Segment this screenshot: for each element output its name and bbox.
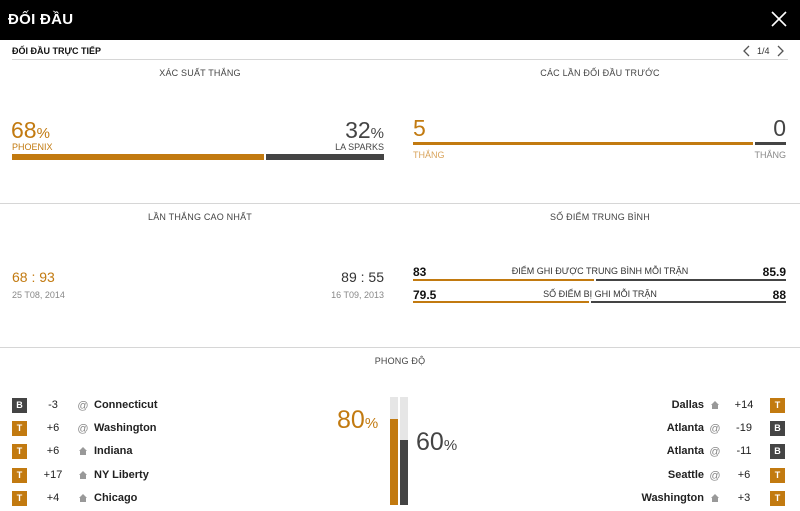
home-previous-wins: 5 (413, 115, 426, 141)
close-icon[interactable] (768, 8, 790, 30)
away-wins-label: THẮNG (754, 150, 787, 160)
opponent-name: NY Liberty (94, 469, 149, 481)
home-avg-scored: 83 (413, 265, 427, 279)
away-form-away-at-icon: @ (709, 446, 721, 458)
divider (12, 59, 788, 60)
away-form-bar (400, 440, 408, 505)
modal-title: ĐỐI ĐẦU (8, 11, 74, 28)
score-diff: +14 (734, 399, 754, 411)
result-badge: T (12, 491, 27, 506)
away-win-bar (266, 154, 384, 160)
home-avg-conceded-bar (413, 301, 589, 303)
home-form-home-icon (77, 470, 89, 482)
home-form-home-icon (77, 446, 89, 458)
divider (0, 203, 800, 204)
home-form-away-at-icon: @ (77, 423, 89, 435)
result-badge: B (770, 421, 785, 436)
avg-scored-label: ĐIỂM GHI ĐƯỢC TRUNG BÌNH MỖI TRẬN (511, 266, 689, 276)
opponent-name: Atlanta (666, 422, 704, 434)
divider (0, 347, 800, 348)
result-badge: T (12, 468, 27, 483)
opponent-name: Dallas (671, 399, 704, 411)
score-diff: +6 (737, 469, 751, 481)
result-badge: T (12, 444, 27, 459)
away-avg-scored-bar (596, 279, 786, 281)
score-diff: +17 (43, 469, 63, 481)
result-badge: T (770, 398, 785, 413)
score-diff: -11 (736, 445, 752, 457)
result-badge: B (12, 398, 27, 413)
away-avg-conceded-bar (591, 301, 786, 303)
result-badge: T (12, 421, 27, 436)
away-form-home-icon (709, 493, 721, 505)
away-avg-conceded: 88 (772, 288, 786, 302)
result-badge: T (770, 491, 785, 506)
home-win-pct: 68% (11, 117, 50, 143)
away-form-away-at-icon: @ (709, 423, 721, 435)
away-team-label: LA SPARKS (335, 142, 384, 152)
biggest-win-title: LẦN THẮNG CAO NHẤT (148, 212, 252, 222)
away-win-pct: 32% (345, 117, 384, 143)
home-previous-bar (413, 142, 753, 145)
opponent-name: Connecticut (94, 399, 158, 411)
form-title: PHONG ĐỘ (374, 356, 426, 366)
away-form-away-at-icon: @ (709, 470, 721, 482)
score-diff: +6 (46, 445, 60, 457)
home-form-bar (390, 419, 398, 505)
away-avg-scored: 85.9 (762, 265, 786, 279)
home-avg-conceded: 79.5 (413, 288, 437, 302)
home-avg-scored-bar (413, 279, 594, 281)
previous-meetings-title: CÁC LẦN ĐỐI ĐẦU TRƯỚC (540, 68, 660, 78)
win-probability-title: XÁC SUẤT THẮNG (159, 68, 241, 78)
home-team-label: PHOENIX (12, 142, 53, 152)
opponent-name: Washington (94, 422, 157, 434)
score-diff: +6 (46, 422, 60, 434)
away-previous-wins: 0 (773, 115, 786, 141)
chevron-left-icon[interactable] (742, 44, 752, 58)
home-form-pct: 80% (337, 406, 379, 434)
opponent-name: Seattle (667, 469, 704, 481)
away-biggest-win-date: 16 T09, 2013 (331, 290, 384, 300)
opponent-name: Washington (641, 492, 704, 504)
result-badge: T (770, 468, 785, 483)
away-biggest-win-score: 89 : 55 (341, 269, 384, 285)
home-win-bar (12, 154, 264, 160)
opponent-name: Atlanta (666, 445, 704, 457)
home-wins-label: THẮNG (413, 150, 445, 160)
home-form-home-icon (77, 493, 89, 505)
modal-header: ĐỐI ĐẦU (0, 0, 800, 40)
score-diff: -19 (736, 422, 752, 434)
score-diff: +4 (46, 492, 60, 504)
score-diff: -3 (48, 399, 58, 411)
avg-conceded-label: SỐ ĐIỂM BỊ GHI MỖI TRẬN (543, 289, 657, 299)
home-biggest-win-score: 68 : 93 (12, 269, 55, 285)
away-form-pct: 60% (416, 428, 458, 456)
away-previous-bar (755, 142, 786, 145)
result-badge: B (770, 444, 785, 459)
section-title-h2h: ĐỐI ĐẦU TRỰC TIẾP (12, 46, 101, 56)
away-form-home-icon (709, 400, 721, 412)
home-form-away-at-icon: @ (77, 400, 89, 412)
page-indicator: 1/4 (757, 46, 770, 56)
average-points-title: SỐ ĐIỂM TRUNG BÌNH (550, 212, 650, 222)
home-biggest-win-date: 25 T08, 2014 (12, 290, 65, 300)
score-diff: +3 (737, 492, 751, 504)
opponent-name: Indiana (94, 445, 133, 457)
opponent-name: Chicago (94, 492, 138, 504)
chevron-right-icon[interactable] (775, 44, 785, 58)
